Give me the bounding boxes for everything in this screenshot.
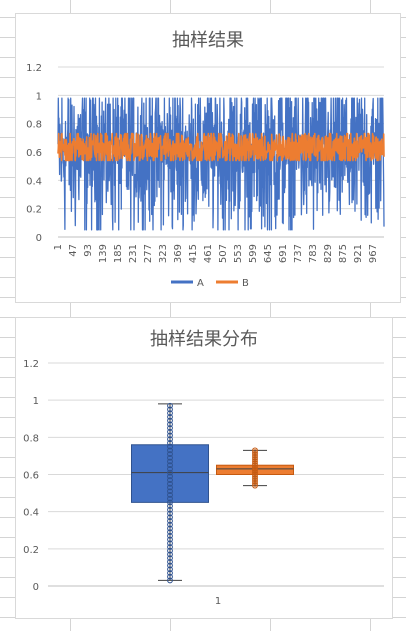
series-line-a bbox=[58, 98, 384, 230]
x-tick-label: 231 bbox=[128, 244, 139, 263]
x-tick-label: 47 bbox=[68, 244, 79, 257]
box-b bbox=[217, 448, 294, 488]
y-tick-label: 1.2 bbox=[26, 63, 42, 74]
legend-label-b: B bbox=[242, 278, 249, 289]
x-tick-label: 415 bbox=[188, 244, 199, 263]
x-tick-label: 461 bbox=[203, 244, 214, 263]
y-tick-label: 0.2 bbox=[26, 205, 42, 216]
x-tick-label: 507 bbox=[218, 244, 229, 263]
y-tick-label: 0.8 bbox=[23, 433, 39, 444]
chart-title: 抽样结果 bbox=[172, 30, 244, 51]
line-chart[interactable]: 抽样结果 0 0.2 0.4 0.6 0.8 1 1.2 1 47 93 139 185 231 277… bbox=[15, 13, 401, 303]
box-chart-svg: 抽样结果分布 0 0.2 0.4 0.6 0.8 1 1.2 1 bbox=[16, 318, 392, 618]
y-tick-label: 0.4 bbox=[23, 508, 39, 519]
x-tick-label: 323 bbox=[158, 244, 169, 263]
x-tick-label: 783 bbox=[308, 244, 319, 263]
x-tick-label: 277 bbox=[143, 244, 154, 263]
y-tick-label: 1.2 bbox=[23, 359, 39, 370]
y-tick-label: 0 bbox=[33, 582, 39, 593]
y-tick-label: 1 bbox=[33, 396, 39, 407]
chart-title: 抽样结果分布 bbox=[150, 329, 258, 350]
x-tick-label: 1 bbox=[53, 244, 64, 250]
x-tick-label: 139 bbox=[98, 244, 109, 263]
x-tick-label: 875 bbox=[338, 244, 349, 263]
x-tick-label: 645 bbox=[263, 244, 274, 263]
y-tick-label: 0 bbox=[36, 233, 42, 244]
x-tick-label: 93 bbox=[83, 244, 94, 257]
y-tick-label: 0.8 bbox=[26, 120, 42, 131]
x-tick-label: 599 bbox=[248, 244, 259, 263]
y-tick-label: 1 bbox=[36, 91, 42, 102]
y-tick-label: 0.4 bbox=[26, 176, 42, 187]
legend-label-a: A bbox=[197, 278, 204, 289]
y-tick-label: 0.2 bbox=[23, 545, 39, 556]
x-tick-label: 691 bbox=[278, 244, 289, 263]
x-tick-label: 967 bbox=[368, 244, 379, 263]
x-tick-label: 185 bbox=[113, 244, 124, 263]
y-tick-label: 0.6 bbox=[23, 471, 39, 482]
y-tick-label: 0.6 bbox=[26, 148, 42, 159]
x-tick-label: 737 bbox=[293, 244, 304, 263]
line-chart-svg: 抽样结果 0 0.2 0.4 0.6 0.8 1 1.2 1 47 93 139 185 231 277… bbox=[16, 14, 400, 302]
x-tick-label: 829 bbox=[323, 244, 334, 263]
x-tick-label: 1 bbox=[215, 596, 221, 607]
x-tick-label: 369 bbox=[173, 244, 184, 263]
x-tick-label: 921 bbox=[353, 244, 364, 263]
x-tick-label: 553 bbox=[233, 244, 244, 263]
box-a bbox=[132, 403, 209, 582]
box-chart[interactable]: 抽样结果分布 0 0.2 0.4 0.6 0.8 1 1.2 1 bbox=[15, 317, 393, 619]
